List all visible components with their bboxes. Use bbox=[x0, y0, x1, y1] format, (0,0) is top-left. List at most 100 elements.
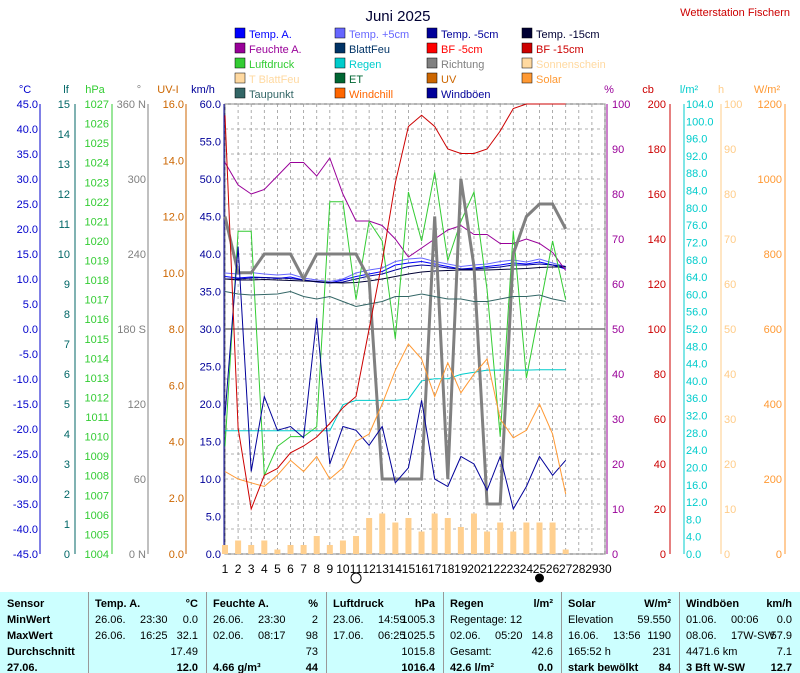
sunshine-bar bbox=[300, 545, 307, 554]
full-moon-icon bbox=[350, 572, 362, 584]
kmh-tick-label: 20.0 bbox=[200, 399, 221, 411]
stats-value: 17.49 bbox=[170, 646, 198, 658]
series-line bbox=[223, 178, 568, 506]
hours-tick-label: 0 bbox=[724, 549, 730, 561]
stats-row: 12.0 bbox=[88, 662, 206, 673]
sunshine-bar bbox=[444, 518, 451, 554]
day-tick-label: 16 bbox=[415, 562, 429, 576]
hpa-tick-label: 1027 bbox=[85, 99, 109, 111]
hpa-tick-label: 1020 bbox=[85, 236, 109, 248]
uv-tick-label: 2.0 bbox=[169, 493, 184, 505]
sunshine-bar bbox=[484, 531, 491, 554]
humidity-tick-label: 40 bbox=[612, 369, 624, 381]
stats-row: 17.49 bbox=[88, 646, 206, 661]
sunshine-bar bbox=[287, 545, 294, 554]
lf-tick-label: 8 bbox=[64, 309, 70, 321]
day-tick-label: 12 bbox=[362, 562, 376, 576]
stats-row: 1016.4 bbox=[326, 662, 443, 673]
day-tick-label: 27 bbox=[559, 562, 573, 576]
stats-header: Regen bbox=[450, 598, 484, 610]
direction-tick-label: 300 bbox=[128, 174, 146, 186]
stats-header-row: Solar W/m² bbox=[561, 598, 679, 613]
stats-row: Elevation 59.550 bbox=[561, 614, 679, 629]
uv-tick-label: 0.0 bbox=[169, 549, 184, 561]
temp-tick-label: -15.0 bbox=[13, 399, 38, 411]
temp-tick-label: -10.0 bbox=[13, 374, 38, 386]
stats-date: 3 Bft W-SW bbox=[686, 662, 746, 673]
lf-tick-label: 5 bbox=[64, 399, 70, 411]
stats-value: 7.1 bbox=[776, 646, 792, 658]
stats-header: Feuchte A. bbox=[213, 598, 269, 610]
rain-tick-label: 76.0 bbox=[686, 220, 707, 232]
humidity-tick-label: 100 bbox=[612, 99, 630, 111]
legend-label: Windböen bbox=[441, 89, 491, 101]
stats-divider bbox=[443, 592, 444, 673]
stats-row-label: MaxWert bbox=[7, 630, 53, 642]
lf-tick-label: 7 bbox=[64, 339, 70, 351]
lf-tick-label: 15 bbox=[58, 99, 70, 111]
legend-swatch bbox=[234, 57, 246, 69]
stats-date: 42.6 l/m² bbox=[450, 662, 495, 673]
direction-tick-label: 180 S bbox=[117, 324, 146, 336]
humidity-axis-unit: % bbox=[604, 84, 614, 96]
cb-tick-label: 20 bbox=[654, 504, 666, 516]
uv-tick-label: 10.0 bbox=[163, 268, 184, 280]
stats-date: 165:52 h bbox=[568, 646, 611, 658]
cb-tick-label: 140 bbox=[648, 234, 666, 246]
temp-tick-label: 40.0 bbox=[17, 124, 38, 136]
stats-time: 08:17 bbox=[258, 630, 286, 642]
legend-label: Temp. +5cm bbox=[349, 29, 409, 41]
stats-value: 57.9 bbox=[770, 630, 792, 642]
stats-row: 01.06. 00:06 0.0 bbox=[679, 614, 800, 629]
cb-tick-label: 40 bbox=[654, 459, 666, 471]
humidity-tick-label: 30 bbox=[612, 414, 624, 426]
humidity-tick-label: 50 bbox=[612, 324, 624, 336]
temp-tick-label: -5.0 bbox=[19, 349, 38, 361]
day-tick-label: 19 bbox=[454, 562, 468, 576]
hpa-tick-label: 1021 bbox=[85, 216, 109, 228]
kmh-tick-label: 50.0 bbox=[200, 174, 221, 186]
legend-label: Temp. A. bbox=[249, 29, 292, 41]
uv-tick-label: 12.0 bbox=[163, 212, 184, 224]
series-line bbox=[224, 257, 566, 283]
rain-tick-label: 100.0 bbox=[686, 116, 714, 128]
cb-tick-label: 160 bbox=[648, 189, 666, 201]
day-tick-label: 1 bbox=[222, 562, 229, 576]
rain-tick-label: 32.0 bbox=[686, 411, 707, 423]
sunshine-bar bbox=[457, 527, 464, 554]
chart-legend: Temp. A. Temp. +5cm Temp. -5cm Temp. -15cm F… bbox=[234, 27, 606, 101]
stats-value: 0.0 bbox=[537, 662, 553, 673]
temp-tick-label: -45.0 bbox=[13, 549, 38, 561]
uv-tick-label: 14.0 bbox=[163, 155, 184, 167]
lf-tick-label: 10 bbox=[58, 249, 70, 261]
stats-value: 12.0 bbox=[176, 662, 198, 673]
kmh-tick-label: 35.0 bbox=[200, 287, 221, 299]
chart-axes: 45.040.035.030.025.020.015.010.05.00.0-5… bbox=[13, 84, 786, 584]
lf-tick-label: 1 bbox=[64, 519, 70, 531]
legend-label: Richtung bbox=[441, 59, 484, 71]
stats-row: 3 Bft W-SW 12.7 bbox=[679, 662, 800, 673]
stats-header-row: Luftdruck hPa bbox=[326, 598, 443, 613]
rain-tick-label: 8.0 bbox=[686, 514, 701, 526]
stats-row: 23.06. 14:59 1005.3 bbox=[326, 614, 443, 629]
stats-value: 2 bbox=[311, 614, 318, 626]
series-line bbox=[224, 246, 567, 511]
temp-tick-label: -30.0 bbox=[13, 474, 38, 486]
stats-time: 14:59 bbox=[378, 614, 406, 626]
day-tick-label: 10 bbox=[336, 562, 350, 576]
humidity-tick-label: 20 bbox=[612, 459, 624, 471]
station-name: Wetterstation Fischern bbox=[680, 7, 790, 19]
day-tick-label: 22 bbox=[493, 562, 507, 576]
temp-tick-label: 35.0 bbox=[17, 149, 38, 161]
day-tick-label: 25 bbox=[533, 562, 547, 576]
hpa-tick-label: 1011 bbox=[85, 412, 109, 424]
stats-value: 0.0 bbox=[182, 614, 198, 626]
temp-tick-label: -35.0 bbox=[13, 499, 38, 511]
rain-tick-label: 0.0 bbox=[686, 549, 701, 561]
statistics-panel: Sensor MinWert MaxWert Durchschnitt 27.06. Te… bbox=[0, 592, 800, 673]
stats-date: Gesamt: bbox=[450, 646, 492, 658]
rain-tick-label: 40.0 bbox=[686, 376, 707, 388]
day-tick-label: 14 bbox=[389, 562, 403, 576]
stats-value: 84 bbox=[658, 662, 671, 673]
hours-tick-label: 20 bbox=[724, 459, 736, 471]
